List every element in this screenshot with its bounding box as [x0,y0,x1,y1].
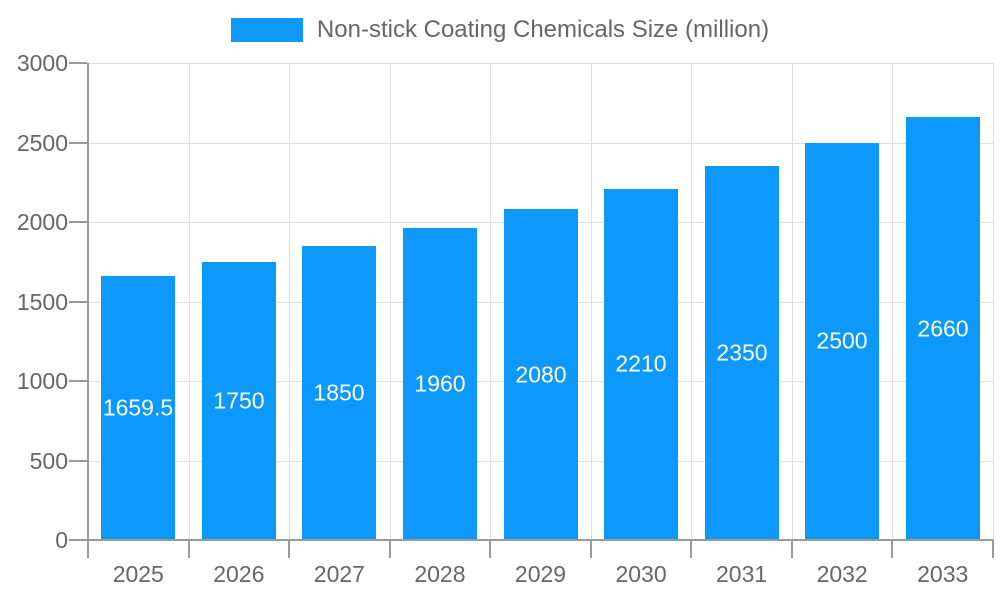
bar-value-label: 2080 [515,361,567,388]
plot-area: 1659.5 1750 1850 1960 2080 2210 2350 2500 2660 [69,62,994,558]
y-axis-tick-label: 2500 [16,129,68,156]
bar: 1750 [202,261,276,540]
legend[interactable]: Non-stick Coating Chemicals Size (millio… [0,16,1000,44]
x-axis-tick [288,540,290,558]
y-axis-tick-label: 1000 [16,368,68,394]
x-axis-tick-label: 2025 [112,561,164,587]
bar: 2210 [604,188,678,540]
x-axis-tick-label: 2027 [313,561,365,587]
bar: 2660 [906,117,980,540]
y-axis-tick-label: 0 [55,527,68,553]
bar-value-label: 2210 [615,350,667,377]
x-axis-tick-label: 2026 [213,561,265,587]
x-axis-tick-label: 2031 [716,561,768,587]
bar-value-label: 1960 [414,370,466,397]
y-axis-tick [69,62,87,64]
x-gridline [490,63,491,540]
y-gridline [88,142,993,144]
y-axis-tick [69,380,87,382]
x-axis-tick [791,540,793,558]
legend-swatch-icon [230,18,303,42]
y-axis-tick [69,300,87,303]
bar-value-label: 2350 [716,339,768,366]
x-axis-tick [690,540,692,558]
legend-label: Non-stick Coating Chemicals Size (millio… [316,16,770,43]
x-axis-tick [891,540,893,558]
x-gridline [892,63,893,540]
y-axis-tick-label: 500 [29,447,68,474]
bar-value-label: 2500 [816,327,868,354]
x-gridline [792,63,793,540]
bar-value-label: 2660 [917,315,969,342]
y-axis-tick-label: 1500 [16,288,68,315]
x-axis-line [88,539,993,541]
bar: 2080 [504,209,578,540]
x-gridline [691,63,692,540]
bar: 1850 [302,245,376,540]
x-axis-tick-label: 2029 [514,561,567,587]
x-axis-tick-label: 2028 [414,561,466,587]
y-axis-tick-label: 2000 [16,209,68,235]
y-axis-line [87,63,89,558]
x-gridline [591,63,592,540]
x-gridline [289,63,290,540]
x-gridline [390,63,391,540]
bar-value-label: 1850 [313,379,365,406]
bar: 2500 [805,142,879,540]
x-axis-tick [992,540,994,558]
bar: 2350 [705,166,779,540]
bar-value-label: 1659.5 [102,394,174,421]
y-gridline [88,63,993,64]
bar: 1659.5 [101,276,175,540]
x-gridline [993,63,994,540]
x-gridline [189,63,190,540]
x-axis-tick-label: 2032 [816,561,868,587]
y-axis-tick [69,539,87,541]
bar: 1960 [403,228,477,540]
x-axis-tick [590,540,592,558]
y-axis-tick [69,459,87,462]
y-axis-tick [69,141,87,144]
x-axis-tick [389,540,391,558]
x-axis-tick-label: 2030 [615,561,667,587]
bar-value-label: 1750 [213,387,265,414]
y-axis-tick [69,221,87,223]
x-axis-tick-label: 2033 [917,561,969,587]
x-axis-tick [489,540,491,558]
x-axis-tick [188,540,190,558]
y-axis-tick-label: 3000 [16,50,68,76]
